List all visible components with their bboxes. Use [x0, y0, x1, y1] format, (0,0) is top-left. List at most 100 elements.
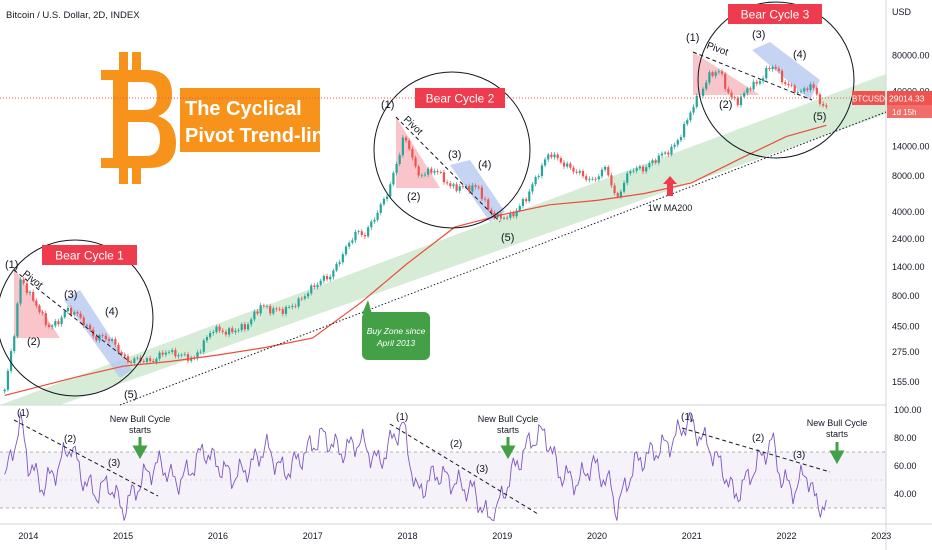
candle-body — [468, 186, 471, 192]
candle-body — [19, 279, 22, 304]
candle-body — [256, 311, 259, 314]
candle-body — [16, 303, 19, 337]
rsi-tick-label: 40.00 — [894, 489, 917, 499]
candle-body — [297, 298, 300, 307]
candle-body — [490, 209, 493, 213]
price-tick-label: 2400.00 — [892, 234, 925, 244]
support-trendline — [119, 111, 887, 406]
time-tick-label: 2017 — [303, 531, 323, 541]
candle-body — [262, 305, 265, 307]
candle-body — [483, 198, 487, 200]
candle-body — [705, 82, 708, 89]
candle-body — [762, 78, 765, 82]
candle-body — [212, 332, 215, 333]
candle-body — [752, 81, 755, 90]
candle-body — [329, 276, 332, 280]
candle-body — [22, 279, 25, 284]
bear-zone-blue-2 — [450, 160, 505, 222]
candle-body — [569, 163, 572, 168]
price-tag — [887, 91, 932, 105]
candle-body — [818, 94, 822, 104]
candle-body — [164, 352, 167, 355]
candle-body — [559, 158, 562, 163]
candle-body — [171, 350, 174, 352]
candle-body — [420, 175, 423, 177]
candle-body — [613, 185, 616, 194]
candle-body — [528, 191, 531, 202]
candle-body — [209, 332, 212, 338]
candle-body — [629, 171, 632, 174]
candle-body — [167, 351, 171, 353]
candle-body — [638, 166, 641, 169]
candle-body — [717, 71, 720, 73]
candle-body — [632, 170, 635, 172]
candle-body — [370, 221, 373, 228]
candle-body — [395, 163, 398, 173]
candle-body — [610, 175, 613, 186]
bear-cycle-2-circle — [373, 71, 531, 229]
bear-zone-blue-3 — [752, 42, 820, 100]
time-tick-label: 2020 — [587, 531, 607, 541]
candle-body — [243, 324, 246, 330]
bull-cycle-1-line-2: starts — [129, 425, 152, 435]
candle-body — [57, 321, 60, 325]
candle-body — [88, 325, 92, 330]
candle-body — [186, 354, 190, 361]
candle-body — [389, 184, 392, 197]
zones-layer — [0, 42, 886, 405]
candle-body — [32, 292, 35, 301]
candle-body — [269, 306, 272, 314]
symbol-tag — [852, 91, 885, 105]
candle-body — [600, 169, 604, 177]
pivot-trendline-1 — [13, 269, 131, 363]
candle-body — [553, 154, 556, 158]
candle-body — [215, 326, 218, 333]
candle-body — [540, 165, 544, 177]
candles-layer — [3, 64, 828, 394]
candle-body — [379, 204, 382, 213]
candle-body — [44, 313, 47, 325]
time-tick-label: 2023 — [871, 531, 891, 541]
symbol-tag-value: BTCUSD — [852, 95, 885, 104]
candle-body — [41, 312, 44, 314]
candle-body — [591, 178, 594, 180]
candle-body — [319, 280, 322, 285]
time-tick-label: 2021 — [682, 531, 702, 541]
candle-body — [303, 296, 307, 299]
candle-body — [442, 172, 446, 183]
bull-cycle-1-arrow-icon — [132, 437, 148, 460]
candle-body — [360, 231, 363, 236]
candle-body — [259, 305, 262, 314]
candle-body — [272, 308, 275, 314]
wave-label-c3-5: (5) — [813, 111, 826, 123]
wave-label-c2-4: (4) — [478, 159, 491, 171]
candle-body — [809, 84, 812, 90]
rsi-wave-c2-2: (2) — [450, 439, 462, 450]
candle-body — [695, 95, 698, 107]
wave-label-c1-4: (4) — [105, 306, 118, 318]
bear-cycle-1-label-bg — [42, 245, 137, 265]
buy-zone-line-1: Buy Zone since — [367, 326, 426, 336]
candle-body — [471, 185, 474, 192]
candle-body — [224, 331, 228, 335]
candle-body — [218, 326, 221, 331]
candle-body — [351, 240, 354, 243]
candle-body — [133, 358, 136, 363]
candle-body — [585, 176, 588, 180]
candle-body — [812, 84, 815, 88]
candle-body — [28, 292, 32, 293]
bitcoin-logo — [101, 52, 176, 184]
candle-body — [376, 212, 379, 220]
candle-body — [180, 354, 183, 356]
candle-body — [502, 217, 506, 219]
bear-cycle-2-label: Bear Cycle 2 — [426, 92, 495, 106]
candle-body — [648, 163, 651, 168]
candle-body — [427, 168, 430, 175]
candle-body — [771, 66, 774, 70]
candle-body — [332, 270, 335, 277]
candle-body — [246, 324, 250, 330]
wave-label-c3-3: (3) — [752, 29, 765, 41]
candle-body — [670, 146, 673, 155]
candle-body — [291, 305, 294, 307]
candle-body — [604, 166, 607, 170]
